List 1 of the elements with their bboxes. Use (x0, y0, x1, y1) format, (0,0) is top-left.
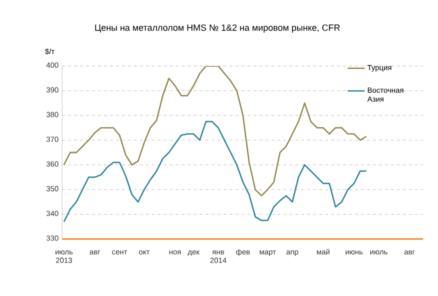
chart-title: Цены на металлолом HMS № 1&2 на мировом рынке, CFR (95, 24, 340, 33)
